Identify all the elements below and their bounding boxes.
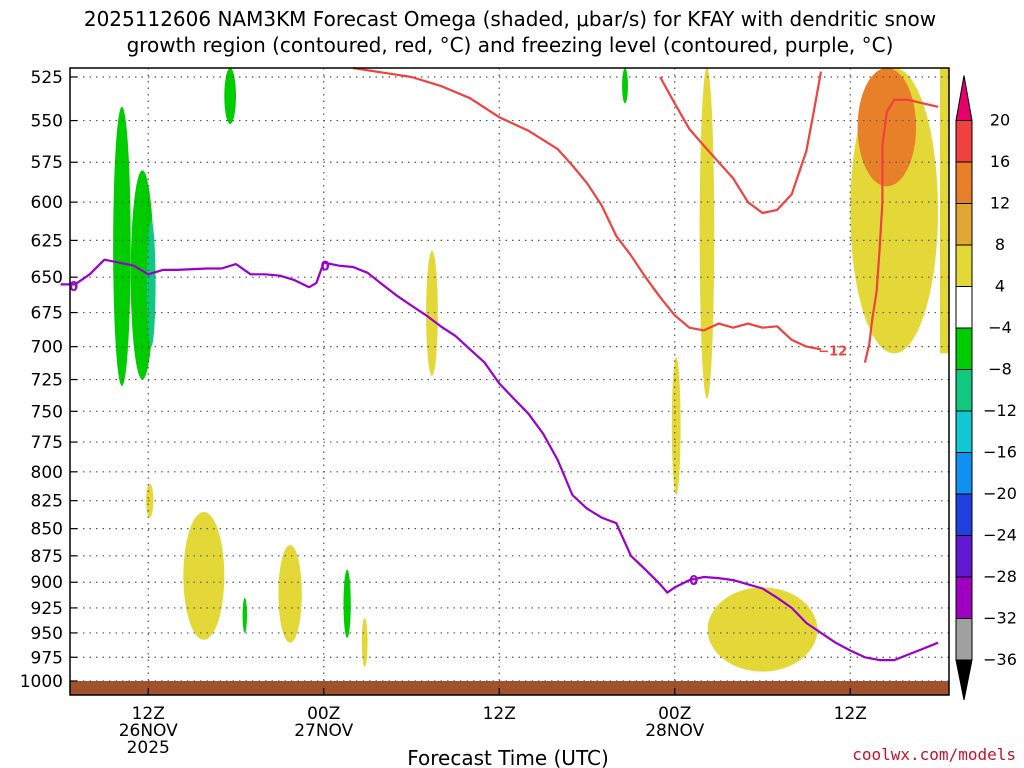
colorbar-label: 4 <box>995 277 1005 296</box>
credit-link[interactable]: coolwx.com/models <box>852 745 1016 764</box>
dgz-contour-line <box>352 66 822 351</box>
colorbar-label: 16 <box>990 152 1010 171</box>
colorbar-segment <box>955 410 973 453</box>
colorbar-label: 12 <box>990 194 1010 213</box>
x-tick-label: 12Z <box>834 704 867 724</box>
y-tick-label: 600 <box>31 193 63 213</box>
y-tick-label: 650 <box>31 268 63 288</box>
colorbar-label: −12 <box>983 401 1017 420</box>
x-tick-label: 12Z <box>483 704 516 724</box>
colorbar-label: 8 <box>995 235 1005 254</box>
colorbar-segment <box>955 618 973 661</box>
colorbar-label: −4 <box>988 318 1012 337</box>
dgz-contour-label: −12 <box>818 345 847 360</box>
chart-title-line1: 2025112606 NAM3KM Forecast Omega (shaded… <box>84 7 936 31</box>
y-tick-label: 575 <box>31 153 63 173</box>
y-tick-label: 775 <box>31 433 63 453</box>
colorbar-segment <box>955 327 973 370</box>
colorbar-label: −32 <box>983 609 1017 628</box>
colorbar-top-arrow <box>955 75 973 121</box>
grid-layer <box>70 68 949 695</box>
colorbar-segment <box>955 286 973 329</box>
x-tick-label: 26NOV <box>119 721 178 741</box>
colorbar-segment <box>955 203 973 246</box>
omega-area <box>146 483 154 518</box>
y-tick-label: 1000 <box>20 672 63 692</box>
colorbar-segment <box>955 493 973 536</box>
omega-area <box>699 68 715 399</box>
omega-area <box>224 68 236 124</box>
colorbar-segment <box>955 535 973 578</box>
contour-layer: 0 0 0 −12 <box>60 66 939 662</box>
omega-area <box>426 250 438 376</box>
y-tick-label: 900 <box>31 573 63 593</box>
colorbar-segment <box>955 369 973 412</box>
freezing-level-line <box>60 258 939 662</box>
colorbar-label: −36 <box>983 650 1017 669</box>
colorbar-label: 20 <box>990 111 1010 130</box>
dgz-contour-line <box>659 71 823 215</box>
y-tick-label: 675 <box>31 304 63 324</box>
colorbar-label: −24 <box>983 526 1017 545</box>
omega-area <box>183 511 225 640</box>
y-tick-label: 750 <box>31 402 63 422</box>
y-tick-label: 800 <box>31 463 63 483</box>
omega-area <box>343 569 351 638</box>
x-axis-title: Forecast Time (UTC) <box>407 746 609 768</box>
omega-area <box>857 68 917 187</box>
y-tick-label: 850 <box>31 520 63 540</box>
dgz-contour-line <box>863 98 939 363</box>
y-tick-label: 925 <box>31 599 63 619</box>
colorbar-segment <box>955 576 973 619</box>
y-tick-label: 725 <box>31 371 63 391</box>
omega-area <box>113 106 131 386</box>
y-tick-label: 950 <box>31 624 63 644</box>
colorbar-label: −8 <box>988 360 1012 379</box>
omega-area <box>361 617 368 667</box>
omega-area <box>278 545 302 643</box>
x-tick-label: 2025 <box>127 738 170 758</box>
freezing-level-label: 0 <box>689 574 698 589</box>
colorbar-label: −16 <box>983 443 1017 462</box>
y-tick-label: 975 <box>31 648 63 668</box>
colorbar-segment <box>955 452 973 495</box>
freezing-level-label: 0 <box>69 280 78 295</box>
y-tick-label: 550 <box>31 112 63 132</box>
colorbar-segment <box>955 244 973 287</box>
colorbar-segment <box>955 161 973 204</box>
omega-area <box>622 68 628 104</box>
omega-area <box>707 587 818 672</box>
chart-title-line2: growth region (contoured, red, °C) and f… <box>127 33 894 57</box>
x-tick-label: 00Z <box>658 704 691 724</box>
omega-area <box>146 220 156 347</box>
y-tick-label: 525 <box>31 68 63 88</box>
colorbar: 20 16 12 8 4 −4 −8 −12 −16 −20 −24 −28 −32 −36 <box>955 75 1017 701</box>
x-tick-label: 00Z <box>307 704 340 724</box>
y-tick-label: 625 <box>31 231 63 251</box>
ground-layer <box>70 681 949 695</box>
y-tick-label: 825 <box>31 492 63 512</box>
colorbar-label: −28 <box>983 567 1017 586</box>
freezing-level-label: 0 <box>321 260 330 275</box>
omega-area <box>242 597 247 633</box>
y-tick-label: 700 <box>31 338 63 358</box>
omega-area <box>671 357 681 495</box>
x-tick-label: 27NOV <box>294 721 353 741</box>
colorbar-segment <box>955 120 973 163</box>
y-axis: 525 550 575 600 625 650 675 700 725 750 775 800 825 8… <box>20 68 77 692</box>
y-tick-label: 875 <box>31 547 63 567</box>
omega-area <box>940 68 949 354</box>
colorbar-label: −20 <box>983 484 1017 503</box>
x-tick-label: 28NOV <box>645 721 704 741</box>
plot-frame <box>69 67 950 696</box>
colorbar-bottom-arrow <box>955 659 973 701</box>
x-tick-label: 12Z <box>132 704 165 724</box>
